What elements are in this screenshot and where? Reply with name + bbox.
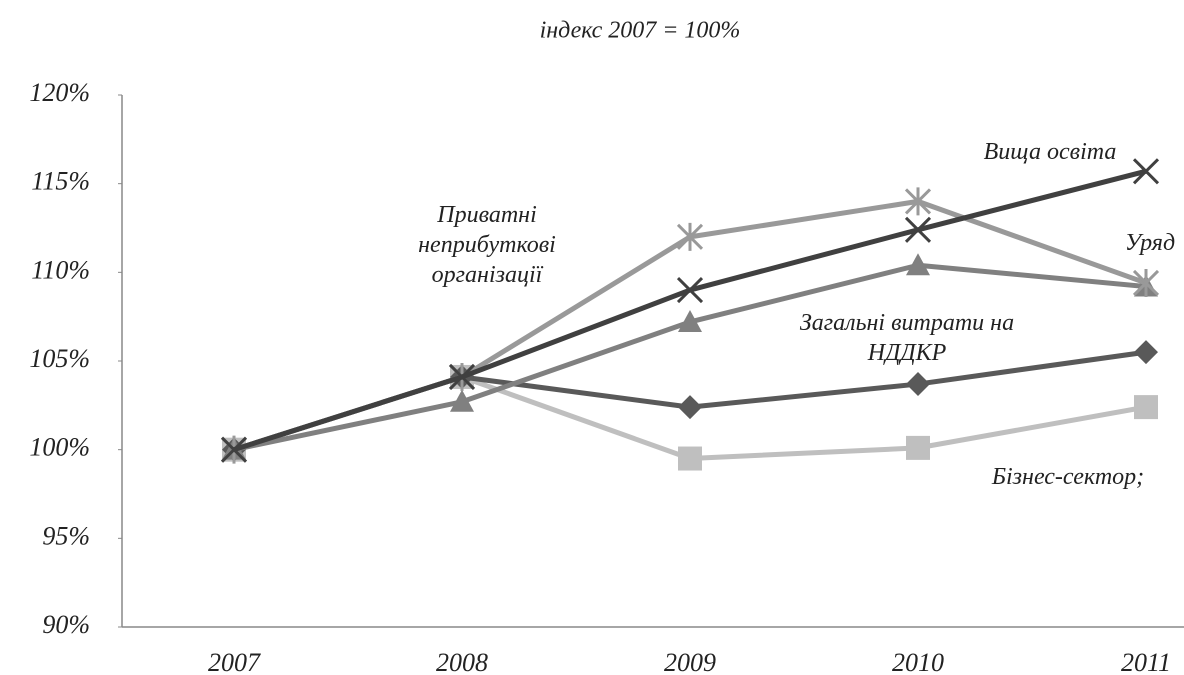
marker bbox=[1134, 395, 1158, 420]
marker bbox=[678, 446, 702, 471]
marker bbox=[448, 363, 476, 391]
x-tick-label: 2009 bbox=[664, 648, 716, 675]
series-label: Бізнес-сектор; bbox=[991, 464, 1145, 490]
marker bbox=[678, 395, 702, 420]
marker bbox=[906, 372, 930, 397]
marker bbox=[1134, 340, 1158, 365]
y-tick-label: 105% bbox=[29, 344, 90, 373]
marker bbox=[906, 435, 930, 460]
y-tick-label: 120% bbox=[29, 78, 90, 107]
marker bbox=[1132, 158, 1160, 185]
marker bbox=[904, 187, 932, 216]
chart-title: індекс 2007 = 100% bbox=[540, 18, 741, 44]
series-label: Вища освіта bbox=[983, 139, 1117, 165]
series-label: Приватні неприбуткові організації bbox=[418, 202, 556, 288]
y-tick-label: 90% bbox=[42, 610, 90, 639]
x-tick-label: 2011 bbox=[1121, 648, 1171, 675]
y-tick-label: 115% bbox=[31, 167, 90, 196]
y-tick-label: 110% bbox=[31, 255, 90, 284]
marker bbox=[676, 222, 704, 251]
x-tick-label: 2010 bbox=[892, 648, 944, 675]
marker bbox=[904, 216, 932, 243]
series-label: Загальні витрати на НДДКР bbox=[799, 310, 1015, 366]
marker bbox=[676, 277, 704, 304]
marker bbox=[678, 309, 702, 332]
x-tick-label: 2007 bbox=[208, 648, 261, 675]
y-tick-label: 100% bbox=[29, 433, 90, 462]
marker bbox=[450, 389, 474, 412]
y-tick-label: 95% bbox=[42, 521, 90, 550]
series-label: Уряд bbox=[1124, 230, 1176, 256]
x-tick-label: 2008 bbox=[436, 648, 488, 675]
marker bbox=[1132, 268, 1160, 297]
marker bbox=[906, 253, 930, 276]
marker bbox=[220, 436, 248, 463]
